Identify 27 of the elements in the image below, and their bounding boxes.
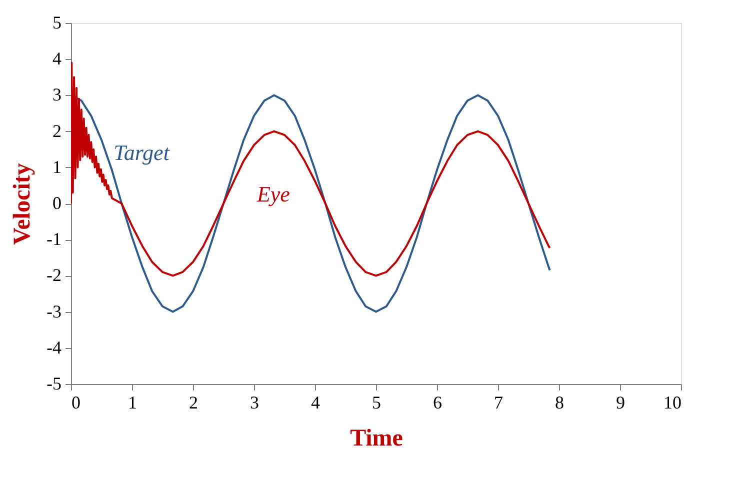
x-tick-label: 1: [128, 392, 137, 412]
x-tick-label: 9: [616, 392, 625, 412]
y-axis-title: Velocity: [10, 163, 36, 245]
x-axis-title: Time: [350, 426, 404, 452]
y-tick-label: 3: [52, 84, 62, 105]
y-tick-label: 5: [52, 12, 62, 32]
x-tick-label: 4: [311, 392, 320, 412]
x-tick-label: 0: [72, 392, 80, 412]
y-tick-label: -3: [46, 301, 62, 322]
x-tick-label: 8: [555, 392, 564, 412]
x-tick-label: 10: [664, 392, 682, 412]
y-tick-label: 1: [52, 156, 62, 177]
y-tick-label: 4: [52, 48, 62, 69]
y-tick-label: -4: [46, 337, 62, 358]
series-label: Target: [114, 140, 170, 165]
x-tick-label: 2: [189, 392, 198, 412]
x-tick-label: 7: [494, 392, 503, 412]
y-tick-label: 0: [52, 193, 62, 213]
y-tick-label: -5: [46, 374, 62, 394]
y-tick-label: 2: [52, 120, 62, 141]
series-label: Eye: [256, 181, 290, 206]
y-tick-label: -2: [46, 265, 62, 286]
x-tick-label: 6: [433, 392, 442, 412]
y-tick-label: -1: [46, 229, 62, 250]
line-series: [71, 62, 551, 277]
x-tick-label: 5: [372, 392, 381, 412]
x-tick-label: 3: [250, 392, 259, 412]
